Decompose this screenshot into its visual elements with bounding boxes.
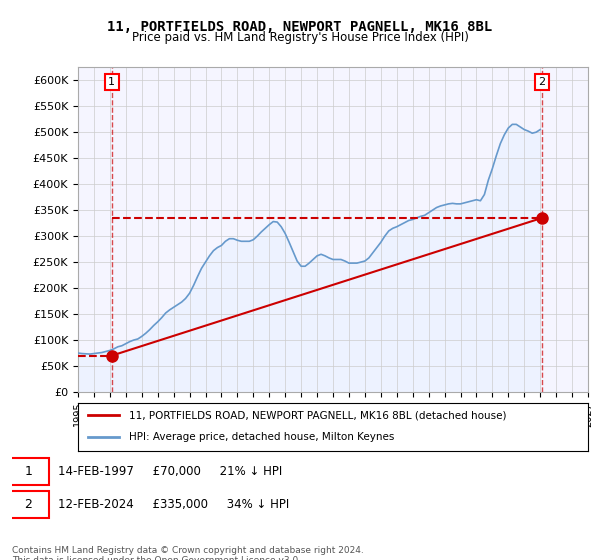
Text: Price paid vs. HM Land Registry's House Price Index (HPI): Price paid vs. HM Land Registry's House …	[131, 31, 469, 44]
FancyBboxPatch shape	[6, 458, 49, 484]
Text: Contains HM Land Registry data © Crown copyright and database right 2024.
This d: Contains HM Land Registry data © Crown c…	[12, 546, 364, 560]
FancyBboxPatch shape	[6, 491, 49, 518]
Text: 2: 2	[539, 77, 545, 87]
Text: 11, PORTFIELDS ROAD, NEWPORT PAGNELL, MK16 8BL: 11, PORTFIELDS ROAD, NEWPORT PAGNELL, MK…	[107, 20, 493, 34]
Text: 2: 2	[24, 498, 32, 511]
Text: 1: 1	[108, 77, 115, 87]
Text: 14-FEB-1997     £70,000     21% ↓ HPI: 14-FEB-1997 £70,000 21% ↓ HPI	[58, 465, 283, 478]
Text: 11, PORTFIELDS ROAD, NEWPORT PAGNELL, MK16 8BL (detached house): 11, PORTFIELDS ROAD, NEWPORT PAGNELL, MK…	[129, 410, 506, 420]
Text: 12-FEB-2024     £335,000     34% ↓ HPI: 12-FEB-2024 £335,000 34% ↓ HPI	[58, 498, 289, 511]
Text: HPI: Average price, detached house, Milton Keynes: HPI: Average price, detached house, Milt…	[129, 432, 394, 442]
Text: 1: 1	[24, 465, 32, 478]
